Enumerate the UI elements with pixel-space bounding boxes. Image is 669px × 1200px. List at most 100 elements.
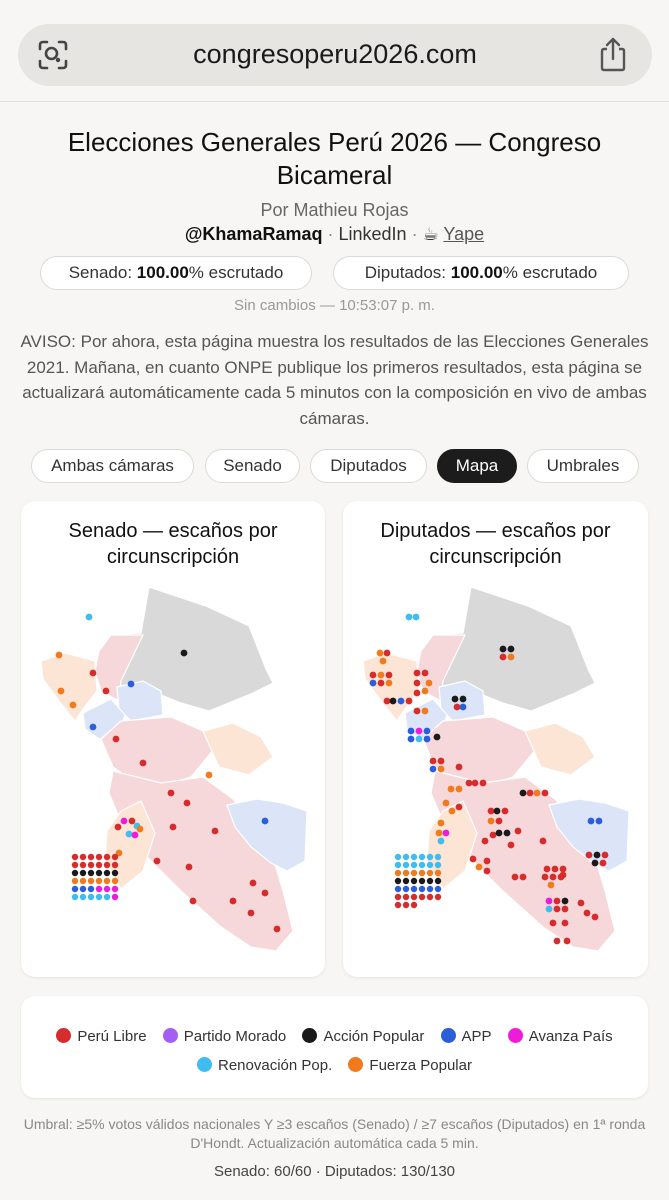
share-icon[interactable] <box>598 36 628 72</box>
region-shape <box>40 652 98 723</box>
seat-dot <box>561 919 569 927</box>
party-legend: Perú Libre Partido Morado Acción Popular… <box>21 996 648 1098</box>
seat-dot <box>369 671 377 679</box>
seat-dot <box>585 851 593 859</box>
seat-dot <box>434 853 442 861</box>
seat-dot <box>435 829 443 837</box>
seat-dot <box>394 853 402 861</box>
seat-dot <box>247 909 255 917</box>
seat-dot <box>111 885 119 893</box>
seat-dot <box>79 885 87 893</box>
seat-dot <box>183 799 191 807</box>
seat-dot <box>153 857 161 865</box>
page-title: Elecciones Generales Perú 2026 — Congres… <box>67 127 602 190</box>
seat-dot <box>442 799 450 807</box>
diputados-map-title: Diputados — escaños por circunscripción <box>380 520 611 568</box>
seat-dot <box>136 825 144 833</box>
url-text[interactable]: congresoperu2026.com <box>193 39 477 69</box>
seat-dot <box>553 905 561 913</box>
seat-dot <box>79 869 87 877</box>
seat-dot <box>55 651 63 659</box>
linkedin-link[interactable]: LinkedIn <box>338 224 407 244</box>
tab-senado[interactable]: Senado <box>205 449 300 483</box>
seat-dot <box>519 789 527 797</box>
seat-dot <box>549 873 557 881</box>
seat-dot <box>89 669 97 677</box>
party-color-dot <box>348 1057 364 1072</box>
tab-ambas-camaras[interactable]: Ambas cámaras <box>31 449 194 483</box>
seat-dot <box>591 859 599 867</box>
region-shape <box>362 652 420 723</box>
seat-dot <box>95 861 103 869</box>
seat-dot <box>112 735 120 743</box>
legend-item: Fuerza Popular <box>348 1057 472 1074</box>
seat-dot <box>385 679 393 687</box>
seat-dot <box>519 873 527 881</box>
seat-dot <box>397 697 405 705</box>
seat-dot <box>533 789 541 797</box>
seat-dot <box>595 817 603 825</box>
seat-dot <box>127 680 135 688</box>
seat-dot <box>376 649 384 657</box>
party-color-dot <box>56 1028 72 1043</box>
seat-dot <box>601 851 609 859</box>
visual-search-icon[interactable] <box>36 38 70 72</box>
seat-dot <box>205 771 213 779</box>
party-color-dot <box>197 1057 212 1072</box>
seat-dot <box>211 827 219 835</box>
seat-dot <box>563 937 571 945</box>
senado-map-title: Senado — escaños por circunscripción <box>68 520 278 568</box>
seat-dot <box>418 853 426 861</box>
seat-dot <box>394 861 402 869</box>
author-links: @KhamaRamaq · LinkedIn · ☕ Yape <box>0 224 669 245</box>
seat-dot <box>111 861 119 869</box>
seat-dot <box>455 763 463 771</box>
seat-dot <box>413 707 421 715</box>
seat-dot <box>229 897 237 905</box>
seat-dot <box>545 897 553 905</box>
seat-dot <box>483 867 491 875</box>
seat-dot <box>369 679 377 687</box>
seat-dot <box>553 937 561 945</box>
seat-dot <box>455 785 463 793</box>
seat-dot <box>547 881 555 889</box>
seat-dot <box>495 817 503 825</box>
seat-dot <box>426 869 434 877</box>
senado-seat-dots <box>55 613 281 933</box>
twitter-link[interactable]: @KhamaRamaq <box>184 224 323 244</box>
seat-dot <box>95 869 103 877</box>
tab-umbrales[interactable]: Umbrales <box>527 449 639 483</box>
seat-dot <box>469 855 477 863</box>
tab-mapa[interactable]: Mapa <box>437 449 517 483</box>
separator: · <box>411 224 418 244</box>
legend-item: Renovación Pop. <box>197 1057 332 1074</box>
seat-dot <box>87 869 95 877</box>
seat-dot <box>434 869 442 877</box>
diputados-seat-dots <box>369 613 609 945</box>
party-color-dot <box>507 1028 523 1043</box>
yape-link[interactable]: Yape <box>443 224 485 244</box>
seat-dot <box>487 817 495 825</box>
seat-dot <box>71 877 79 885</box>
seat-dot <box>402 861 410 869</box>
seat-dot <box>402 885 410 893</box>
seat-dot <box>413 689 421 697</box>
seat-dot <box>415 727 423 735</box>
seat-dot <box>487 807 495 815</box>
address-bar[interactable]: congresoperu2026.com <box>18 24 652 86</box>
seat-dot <box>489 831 497 839</box>
seat-dot <box>402 869 410 877</box>
seat-dot <box>418 861 426 869</box>
seat-dot <box>495 829 503 837</box>
legend-row: Perú Libre Partido Morado Acción Popular… <box>21 1028 648 1045</box>
seat-dot <box>79 861 87 869</box>
seat-dot <box>455 803 463 811</box>
seat-dot <box>421 707 429 715</box>
party-color-dot <box>162 1028 178 1043</box>
seat-dot <box>57 687 65 695</box>
seat-dot <box>394 877 402 885</box>
tab-diputados[interactable]: Diputados <box>310 449 427 483</box>
seat-dot <box>139 759 147 767</box>
seat-dot <box>415 735 423 743</box>
seat-dot <box>561 905 569 913</box>
